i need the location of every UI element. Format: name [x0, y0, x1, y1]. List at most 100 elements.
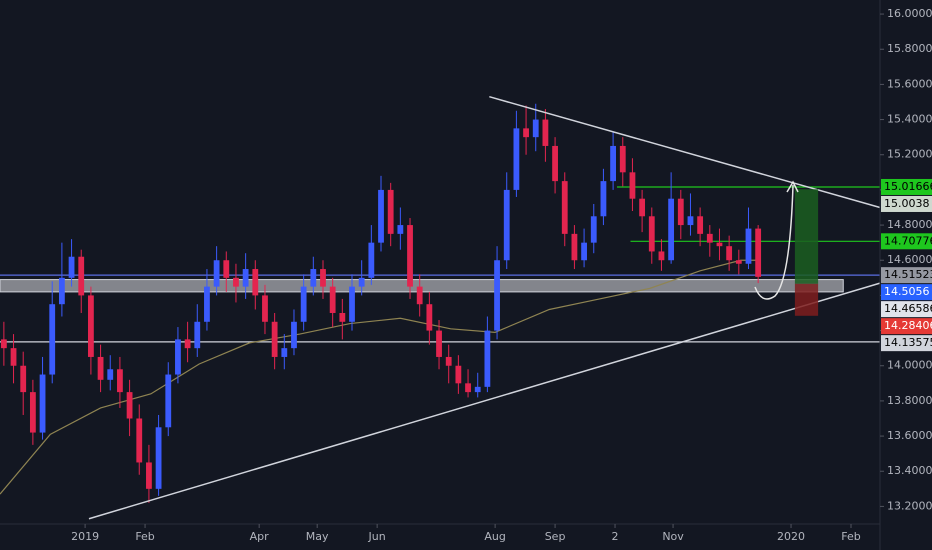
candle-body — [571, 233, 578, 261]
candle-body — [88, 295, 94, 357]
x-tick-label: Feb — [135, 530, 154, 543]
candle-body — [581, 242, 587, 261]
price-badge — [881, 178, 932, 195]
candle-body — [658, 251, 665, 261]
price-badge — [881, 284, 932, 301]
candle-body — [223, 260, 230, 278]
candle-body — [146, 462, 152, 489]
candle-body — [416, 286, 423, 305]
candle-body — [10, 348, 17, 366]
candle-body — [407, 225, 413, 287]
candle-body — [58, 277, 65, 305]
price-badge — [881, 318, 932, 335]
candle-body — [590, 216, 597, 243]
candle-body — [648, 216, 655, 252]
candle-body — [513, 128, 520, 190]
candle-body — [426, 304, 433, 331]
candle-body — [629, 172, 636, 199]
price-badge — [881, 233, 932, 250]
trendline — [489, 95, 881, 209]
projection-arrow — [754, 184, 794, 300]
x-tick-label: 2020 — [777, 530, 805, 543]
candle-body — [532, 119, 539, 138]
x-tick-label: Apr — [250, 530, 270, 543]
x-tick-label: Feb — [841, 530, 860, 543]
candle-body — [0, 339, 7, 349]
candle-body — [387, 189, 394, 234]
x-tick-label: Aug — [484, 530, 505, 543]
price-badge — [881, 267, 932, 284]
candle-body — [126, 392, 133, 419]
arrow-head — [786, 180, 799, 193]
candle-body — [310, 269, 317, 287]
candle-body — [735, 260, 742, 264]
candle-body — [600, 181, 607, 217]
candle-body — [610, 145, 616, 182]
candle-body — [252, 269, 259, 296]
plot-area — [0, 95, 881, 520]
candle-body — [455, 365, 462, 384]
candle-body — [378, 189, 384, 243]
candle-body — [194, 321, 201, 349]
y-tick-label: 13.40000 — [887, 464, 932, 477]
candle-body — [242, 269, 249, 287]
candle-body — [204, 286, 210, 322]
x-tick-label: Jun — [368, 530, 386, 543]
price-badge-label: 14.5056 — [884, 285, 930, 298]
candle-body — [668, 198, 675, 261]
x-tick-label: 2 — [612, 530, 619, 543]
price-badge-label: 14.51523 — [884, 268, 932, 281]
y-tick-label: 13.20000 — [887, 499, 932, 512]
candle-body — [755, 228, 762, 277]
x-tick-label: May — [306, 530, 329, 543]
moving-average — [0, 259, 761, 495]
candle-body — [523, 128, 529, 138]
candle-body — [561, 181, 568, 234]
candle-body — [271, 321, 278, 357]
candle-body — [262, 295, 268, 322]
candle-body — [397, 225, 404, 234]
candle-body — [436, 330, 442, 357]
candle-body — [358, 277, 365, 287]
candle-body — [117, 369, 123, 393]
candle-body — [552, 145, 558, 182]
y-tick-label: 14.60000 — [887, 253, 932, 266]
candle-body — [745, 228, 752, 264]
y-tick-label: 13.60000 — [887, 429, 932, 442]
candle-body — [349, 286, 355, 322]
candle-body — [716, 242, 723, 247]
candle-body — [339, 312, 346, 322]
trendline — [88, 282, 881, 520]
candle-body — [300, 286, 307, 322]
candle-body — [329, 286, 336, 313]
y-tick-label: 15.40000 — [887, 113, 932, 126]
candle-body — [639, 198, 646, 217]
candle-body — [39, 374, 46, 433]
y-tick-label: 14.80000 — [887, 218, 932, 231]
price-badge-label: 14.46586 — [884, 302, 932, 315]
candle-body — [184, 339, 191, 349]
candle-body — [29, 392, 36, 433]
price-badge-label: 14.70776 — [884, 234, 932, 247]
candle-body — [320, 269, 326, 287]
candle-body — [484, 330, 491, 387]
y-tick-label: 16.00000 — [887, 7, 932, 20]
candle-body — [291, 321, 297, 349]
candle-body — [677, 198, 684, 226]
candle-body — [136, 418, 143, 463]
candle-body — [155, 427, 162, 489]
loss-zone — [794, 283, 819, 316]
profit-zone — [794, 189, 819, 284]
candle-body — [687, 216, 694, 226]
price-badge-label: 15.01666 — [884, 180, 932, 193]
price-badge — [881, 195, 932, 212]
x-tick-label: 2019 — [71, 530, 99, 543]
price-badge-label: 14.13575 — [884, 336, 932, 349]
candle-body — [542, 119, 549, 146]
candle-body — [281, 348, 288, 357]
candle-body — [49, 304, 56, 375]
price-badge — [881, 301, 932, 318]
y-tick-label: 14.00000 — [887, 359, 932, 372]
